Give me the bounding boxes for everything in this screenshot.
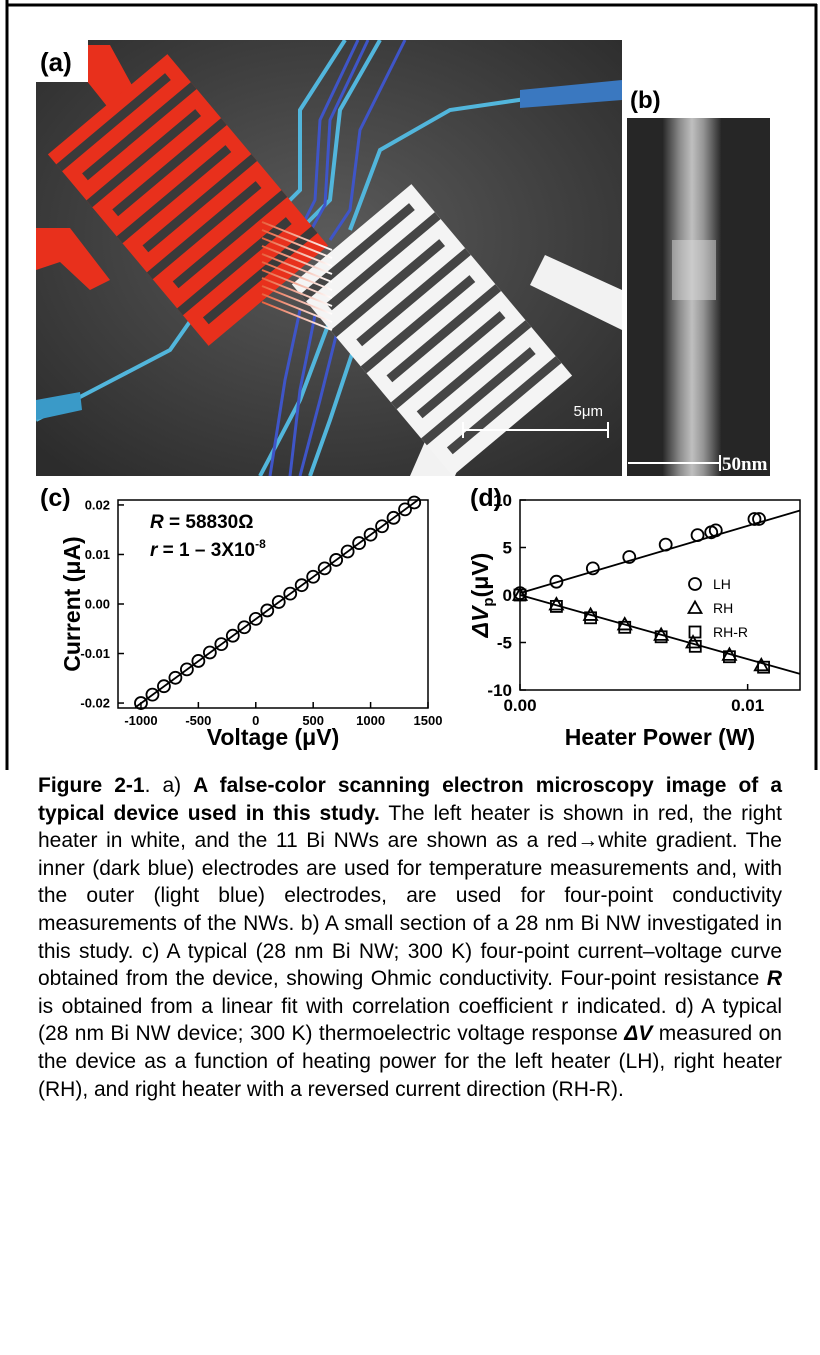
- y-axis-title: Current (μA): [59, 536, 85, 671]
- x-axis-title: Voltage (μV): [207, 724, 340, 750]
- y-tick-label: 0.01: [85, 547, 110, 562]
- annotation: r = 1 – 3X10-8: [150, 537, 266, 561]
- figure: 5μm (a) 50nm (b) (c)-0.02-0.010.000.010.…: [0, 0, 820, 770]
- caption: Figure 2-1. a) A false-color scanning el…: [38, 772, 782, 1103]
- sem-image-b: 50nm: [627, 118, 770, 476]
- x-tick-label: -1000: [124, 713, 157, 728]
- y-axis-subscript: p: [480, 597, 497, 606]
- caption-figure-number: Figure 2-1: [38, 774, 145, 797]
- caption-text: . a): [145, 774, 194, 797]
- legend-label: RH-R: [713, 624, 748, 640]
- data-point: [587, 562, 599, 574]
- x-tick-label: 1000: [356, 713, 385, 728]
- y-tick-label: 0: [503, 586, 512, 605]
- data-point: [660, 539, 672, 551]
- annotation: R = 58830Ω: [150, 512, 253, 533]
- panel-label: (a): [40, 47, 72, 77]
- y-tick-label: -5: [497, 633, 512, 652]
- legend-label: RH: [713, 600, 733, 616]
- legend-marker: [689, 578, 701, 590]
- annotation-text: = 1 – 3X10: [157, 540, 255, 561]
- caption-symbol: R: [767, 967, 782, 990]
- panel-label: (b): [630, 87, 661, 114]
- annotation-text: = 58830Ω: [164, 512, 254, 533]
- nanowire-detail: [672, 240, 716, 300]
- y-axis-title: ΔVp(μV): [467, 553, 497, 639]
- y-tick-label: 0.00: [85, 597, 110, 612]
- caption-symbol: ΔV: [624, 1022, 652, 1045]
- x-axis-title: Heater Power (W): [565, 724, 755, 750]
- y-axis-unit: (μV): [467, 553, 493, 598]
- x-tick-label: 0.00: [503, 696, 536, 715]
- scale-bar-label: 5μm: [574, 403, 603, 420]
- data-point: [692, 529, 704, 541]
- page: {"figure": {"panels": [{"label": "(a)", …: [0, 0, 820, 1355]
- legend-marker: [689, 602, 702, 614]
- y-tick-label: 10: [493, 491, 512, 510]
- y-tick-label: -0.02: [80, 696, 110, 711]
- y-axis-symbol: ΔV: [467, 605, 493, 638]
- y-tick-label: 0.02: [85, 498, 110, 513]
- y-tick-label: 5: [503, 538, 512, 557]
- scale-bar-label: 50nm: [722, 454, 768, 475]
- x-tick-label: 1500: [414, 713, 443, 728]
- legend-marker: [690, 627, 701, 638]
- panel-label: (c): [40, 484, 71, 512]
- legend-label: LH: [713, 576, 731, 592]
- caption-text: The left heater is shown in red, the rig…: [38, 802, 782, 991]
- annotation-superscript: -8: [255, 537, 266, 551]
- annotation-symbol: R: [150, 512, 164, 533]
- x-tick-label: 0.01: [731, 696, 764, 715]
- sem-image-a: 5μm: [36, 40, 622, 476]
